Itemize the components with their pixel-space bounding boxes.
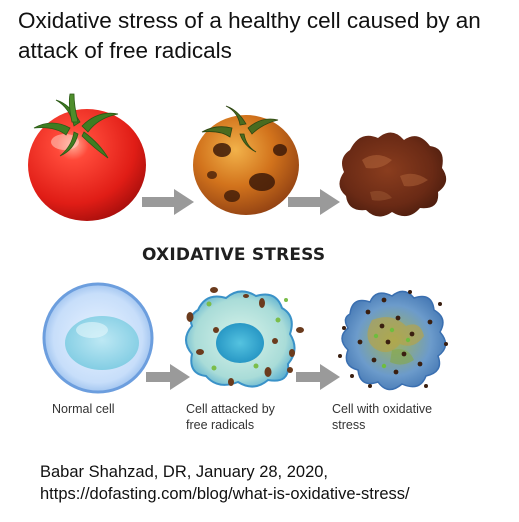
radical-specks	[206, 298, 288, 371]
tomato-stem	[201, 105, 279, 153]
radical-specks	[373, 327, 411, 369]
label-line: Cell attacked by	[186, 402, 275, 416]
page-title: Oxidative stress of a healthy cell cause…	[18, 8, 481, 63]
free-radicals	[186, 287, 304, 386]
normal-cell-label: Normal cell	[52, 401, 115, 417]
attacked-cell-label: Cell attacked by free radicals	[186, 401, 275, 433]
label-line: free radicals	[186, 418, 255, 432]
label-line: Cell with oxidative	[332, 402, 433, 416]
arrow-right-icon	[142, 189, 194, 215]
arrow-right-icon	[296, 364, 340, 390]
free-radicals	[338, 290, 448, 388]
arrow-right-icon	[146, 364, 190, 390]
label-line: Normal cell	[52, 402, 115, 416]
stressed-cell-label: Cell with oxidative stress	[332, 401, 432, 433]
normal-cell	[42, 282, 154, 394]
label-line: stress	[332, 418, 366, 432]
spotted-tomato	[193, 105, 299, 215]
credit-url: https://dofasting.com/blog/what-is-oxida…	[40, 485, 410, 503]
section-heading: OXIDATIVE STRESS	[142, 245, 326, 265]
fresh-tomato	[28, 93, 146, 221]
source-credit: Babar Shahzad, DR, January 28, 2020, htt…	[40, 461, 410, 505]
arrow-right-icon	[288, 189, 340, 215]
tomato-stem	[33, 93, 119, 159]
credit-author: Babar Shahzad, DR, January 28, 2020,	[40, 463, 329, 481]
stressed-cell	[341, 290, 447, 391]
rotten-tomato	[339, 132, 447, 217]
attacked-cell	[185, 290, 296, 388]
